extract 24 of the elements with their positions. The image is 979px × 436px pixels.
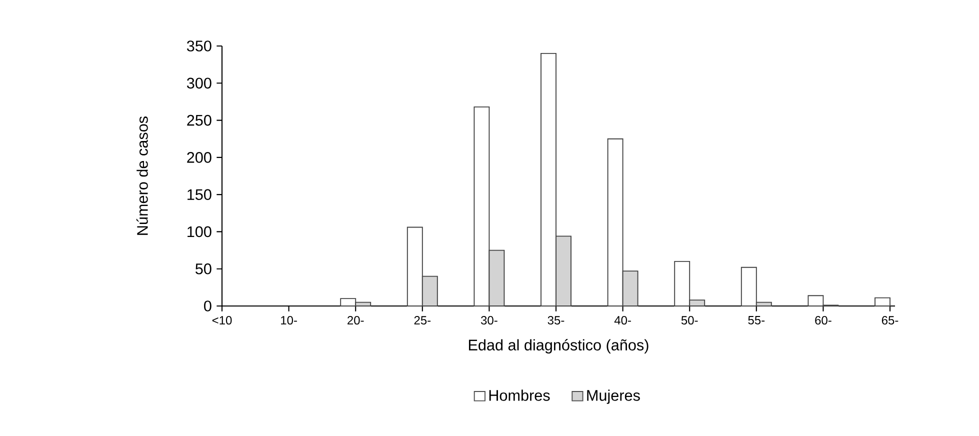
y-tick-label: 300 <box>186 78 212 89</box>
y-tick-label: 350 <box>186 40 212 52</box>
y-tick-label: 0 <box>204 300 212 312</box>
y-tick-label: 50 <box>196 263 212 274</box>
x-tick-label: 60- <box>815 316 832 325</box>
x-tick-label: 65- <box>882 316 898 325</box>
bar <box>874 297 890 306</box>
x-tick-label: 50- <box>681 316 698 325</box>
y-tick-label: 150 <box>188 189 212 200</box>
x-tick-label: 30- <box>480 316 498 325</box>
x-tick-label: 10- <box>281 316 297 325</box>
x-axis-title: Edad al diagnóstico (años) <box>468 339 648 354</box>
x-tick-label: 55- <box>748 316 765 324</box>
legend-label: Mujeres <box>587 390 640 404</box>
legend-label: Hombres <box>489 390 550 401</box>
x-tick-label: 25- <box>414 316 431 325</box>
y-tick-label: 100 <box>188 226 212 238</box>
x-tick-label: 20- <box>348 316 364 325</box>
x-tick-label: 40- <box>614 316 631 325</box>
y-tick-label: 200 <box>187 152 212 163</box>
y-tick-label: 250 <box>187 114 212 126</box>
x-tick-label: 35- <box>548 316 564 325</box>
x-tick-label: <10 <box>212 316 232 325</box>
y-axis-title: Número de casos <box>136 116 148 235</box>
